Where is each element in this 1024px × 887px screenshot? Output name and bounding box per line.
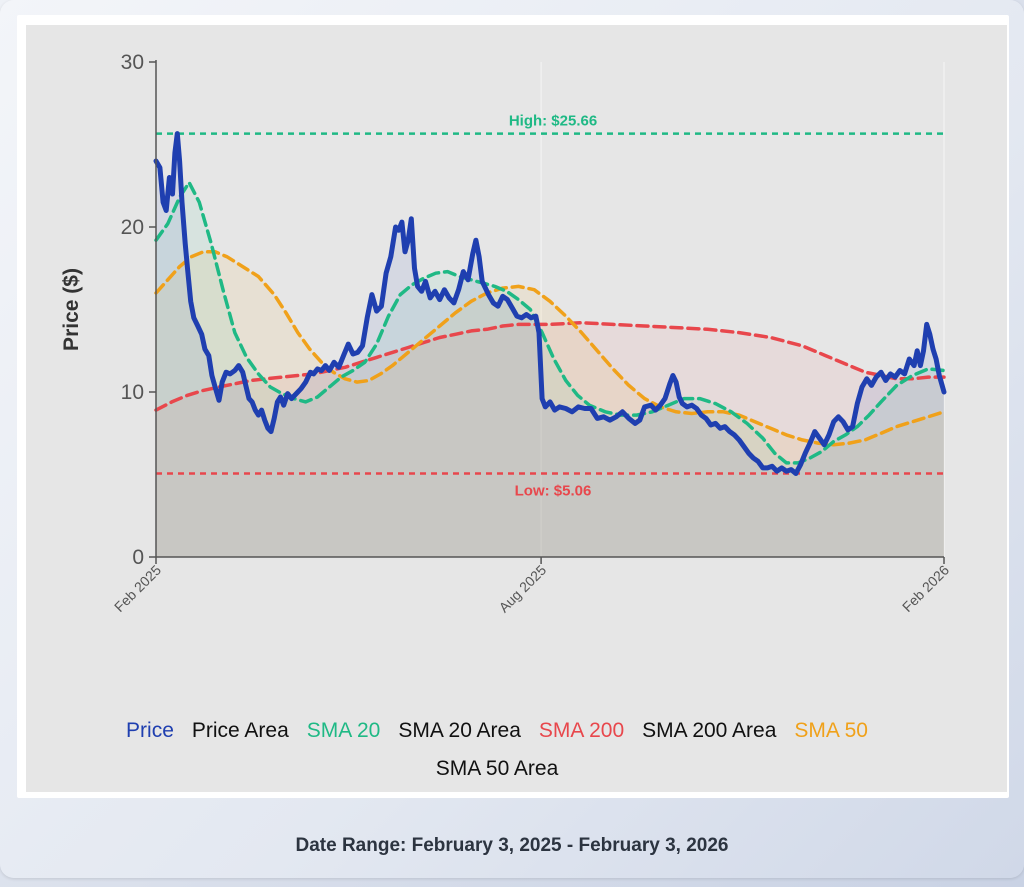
x-tick-label-2: Feb 2026	[899, 562, 952, 615]
legend-item-sma-20-area[interactable]: SMA 20 Area	[398, 719, 521, 742]
x-tick-label-1: Aug 2025	[496, 562, 550, 616]
sma-20-line	[154, 180, 946, 465]
sma-200-area	[156, 322, 944, 557]
legend-item-price[interactable]: Price	[126, 719, 174, 742]
sma-50-line	[154, 250, 946, 447]
legend-item-price-area[interactable]: Price Area	[192, 719, 289, 742]
legend-item-sma-50-area[interactable]: SMA 50 Area	[436, 757, 559, 780]
legend-item-sma-200[interactable]: SMA 200	[539, 719, 624, 742]
price-line	[153, 131, 947, 476]
legend-item-sma-50[interactable]: SMA 50	[794, 719, 868, 742]
legend-item-sma-200-area[interactable]: SMA 200 Area	[642, 719, 777, 742]
low-reference-label: Low: $5.06	[515, 483, 592, 500]
sma-20-area	[156, 182, 944, 557]
y-tick-label-30: 30	[121, 51, 144, 74]
plot-background	[26, 25, 1007, 792]
y-tick-label-0: 0	[132, 546, 144, 569]
price-chart: High: $25.66 Low: $5.06 0 10 20 30 Price ($) Fe…	[60, 51, 952, 780]
legend-item-sma-20[interactable]: SMA 20	[307, 719, 381, 742]
date-range-label: Date Range: February 3, 2025 - February …	[295, 835, 729, 856]
y-tick-label-10: 10	[121, 381, 144, 404]
high-reference-label: High: $25.66	[509, 113, 597, 130]
y-axis-title: Price ($)	[60, 268, 83, 351]
y-tick-label-20: 20	[121, 216, 144, 239]
x-tick-label-0: Feb 2025	[111, 562, 164, 615]
